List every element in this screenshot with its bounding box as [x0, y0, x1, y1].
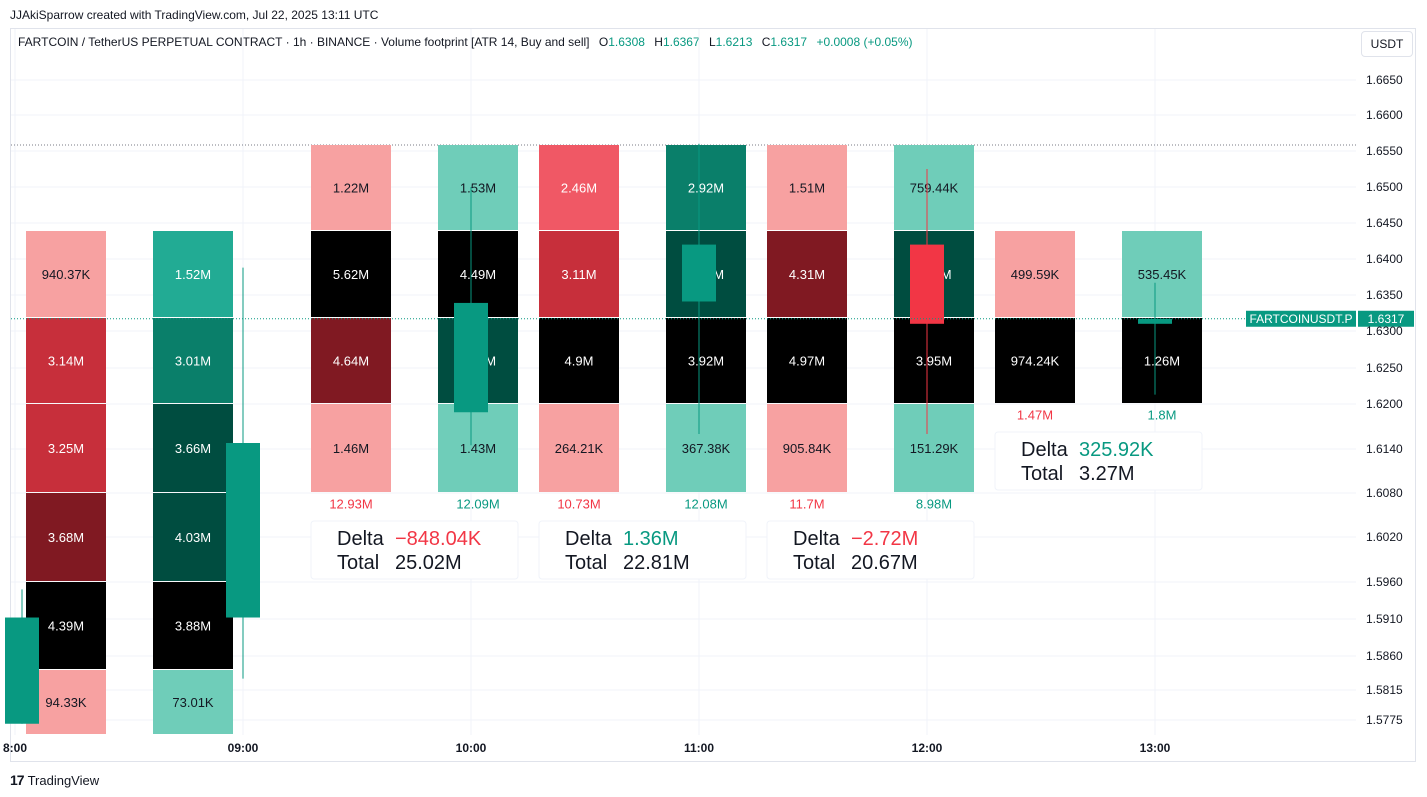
symbol-description[interactable]: FARTCOIN / TetherUS PERPETUAL CONTRACT ·…: [18, 35, 590, 49]
brand-label: TradingView: [27, 772, 100, 788]
tradingview-logo-icon: 17: [10, 772, 25, 788]
low-label: L: [708, 35, 716, 49]
symbol-legend: FARTCOIN / TetherUS PERPETUAL CONTRACT ·…: [18, 35, 913, 49]
chart-credit: JJAkiSparrow created with TradingView.co…: [10, 8, 379, 22]
tradingview-brand[interactable]: 17 TradingView: [10, 772, 99, 788]
close-value: 1.6317: [770, 35, 808, 49]
chart-frame: [10, 28, 1416, 762]
open-label: O: [598, 35, 609, 49]
low-value: 1.6213: [715, 35, 753, 49]
price-change: +0.0008 (+0.05%): [816, 35, 913, 49]
currency-button[interactable]: USDT: [1361, 31, 1413, 57]
close-label: C: [761, 35, 771, 49]
open-value: 1.6308: [608, 35, 645, 49]
high-value: 1.6367: [662, 35, 700, 49]
high-label: H: [654, 35, 663, 49]
